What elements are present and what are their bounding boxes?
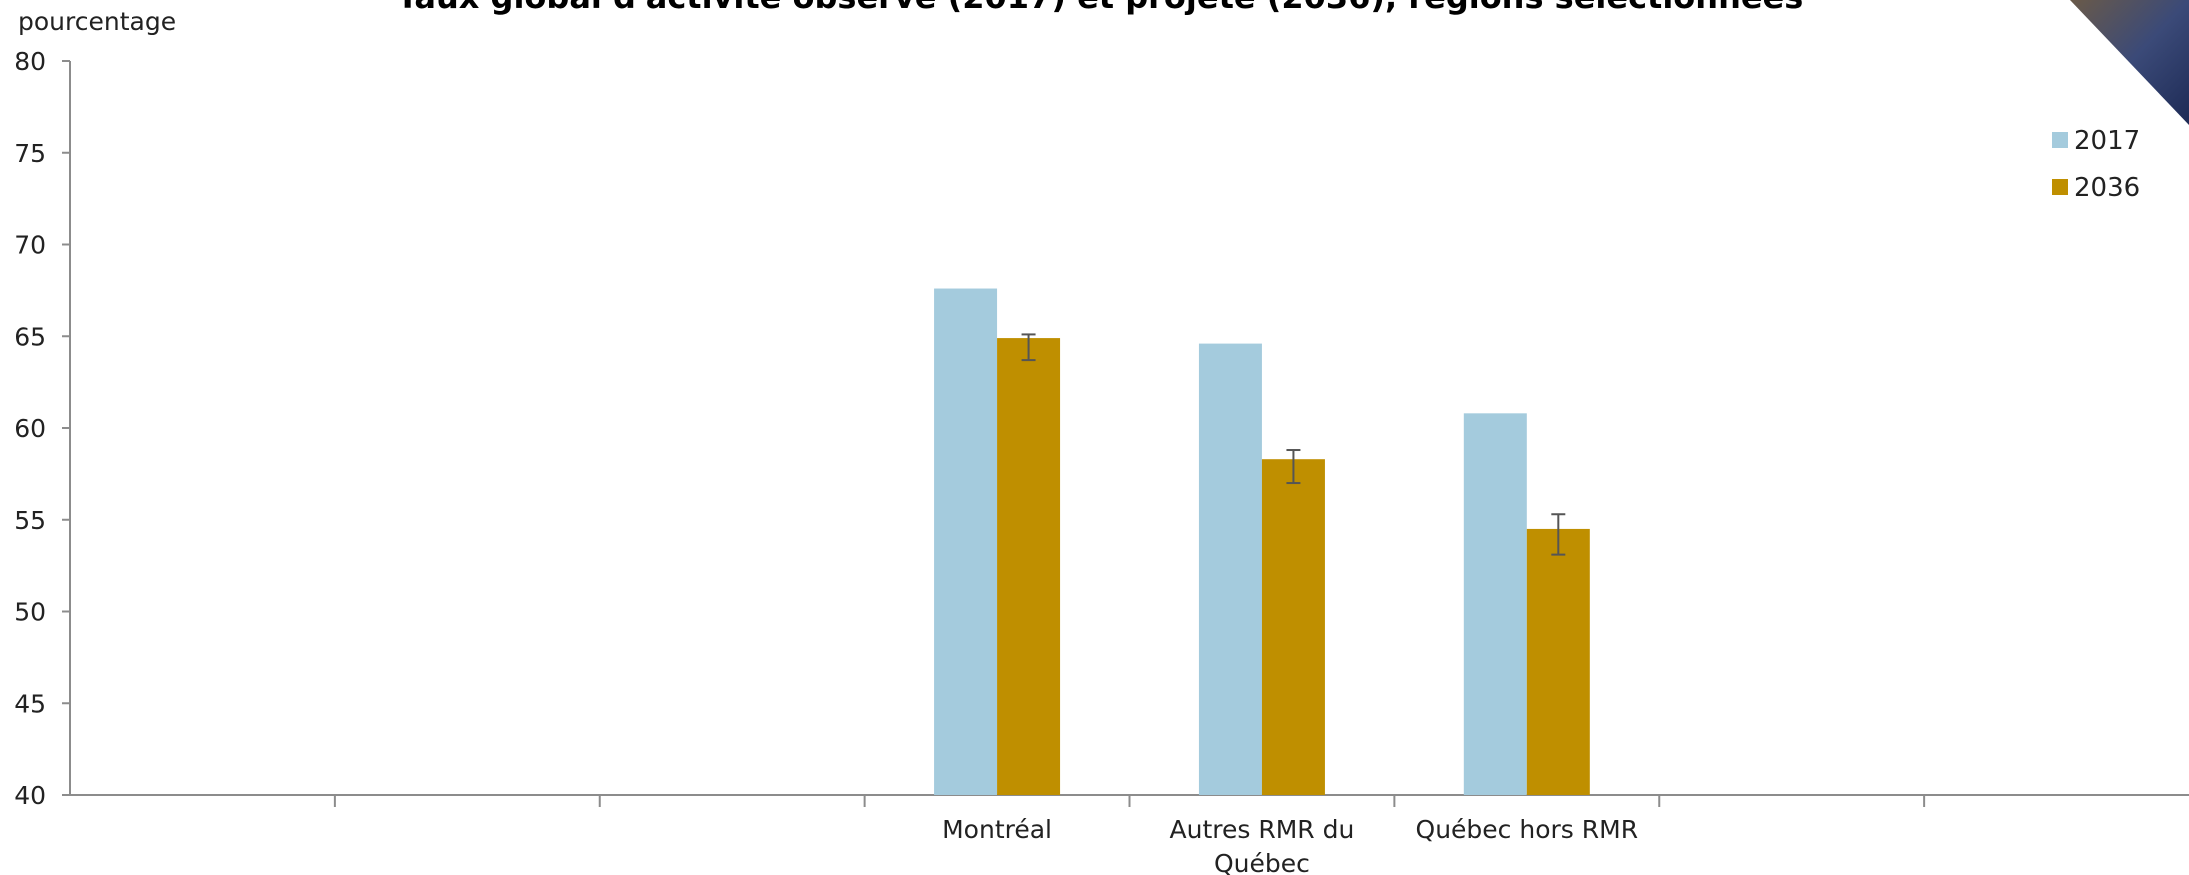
bar-2017-3 <box>934 288 998 795</box>
bar-2036-3 <box>997 338 1061 795</box>
y-axis-label: pourcentage <box>18 7 176 36</box>
x-category-label: Québec hors RMR <box>1416 815 1639 844</box>
bar-2017-4 <box>1198 343 1262 795</box>
x-category-label: Montréal <box>942 815 1052 844</box>
bars <box>934 288 1590 795</box>
y-tick-label: 60 <box>14 414 46 443</box>
bar-2036-5 <box>1526 528 1590 795</box>
legend-label-2017: 2017 <box>2074 126 2140 156</box>
y-tick-label: 80 <box>14 47 46 76</box>
x-category-label: Autres RMR du Québec <box>1170 815 1355 875</box>
bar-2036-4 <box>1261 459 1325 795</box>
x-axis: Montréal Autres RMR du Québec Québec hors R… <box>70 794 2189 875</box>
y-tick-label: 40 <box>14 781 46 810</box>
decorative-image-corner <box>2070 0 2189 125</box>
legend-swatch-2036 <box>2052 179 2068 195</box>
y-tick-label: 75 <box>14 139 46 168</box>
y-tick-label: 55 <box>14 506 46 535</box>
legend-swatch-2017 <box>2052 132 2068 148</box>
y-tick-label: 70 <box>14 231 46 260</box>
y-tick-label: 65 <box>14 322 46 351</box>
chart-title: Taux global d'activité observé (2017) et… <box>397 0 1804 16</box>
y-axis: 40 45 50 55 60 65 70 75 80 <box>14 47 71 810</box>
legend: 2017 2036 <box>2052 126 2140 203</box>
legend-label-2036: 2036 <box>2074 173 2140 203</box>
y-tick-label: 45 <box>14 689 46 718</box>
bar-2017-5 <box>1463 413 1527 795</box>
y-tick-label: 50 <box>14 598 46 627</box>
